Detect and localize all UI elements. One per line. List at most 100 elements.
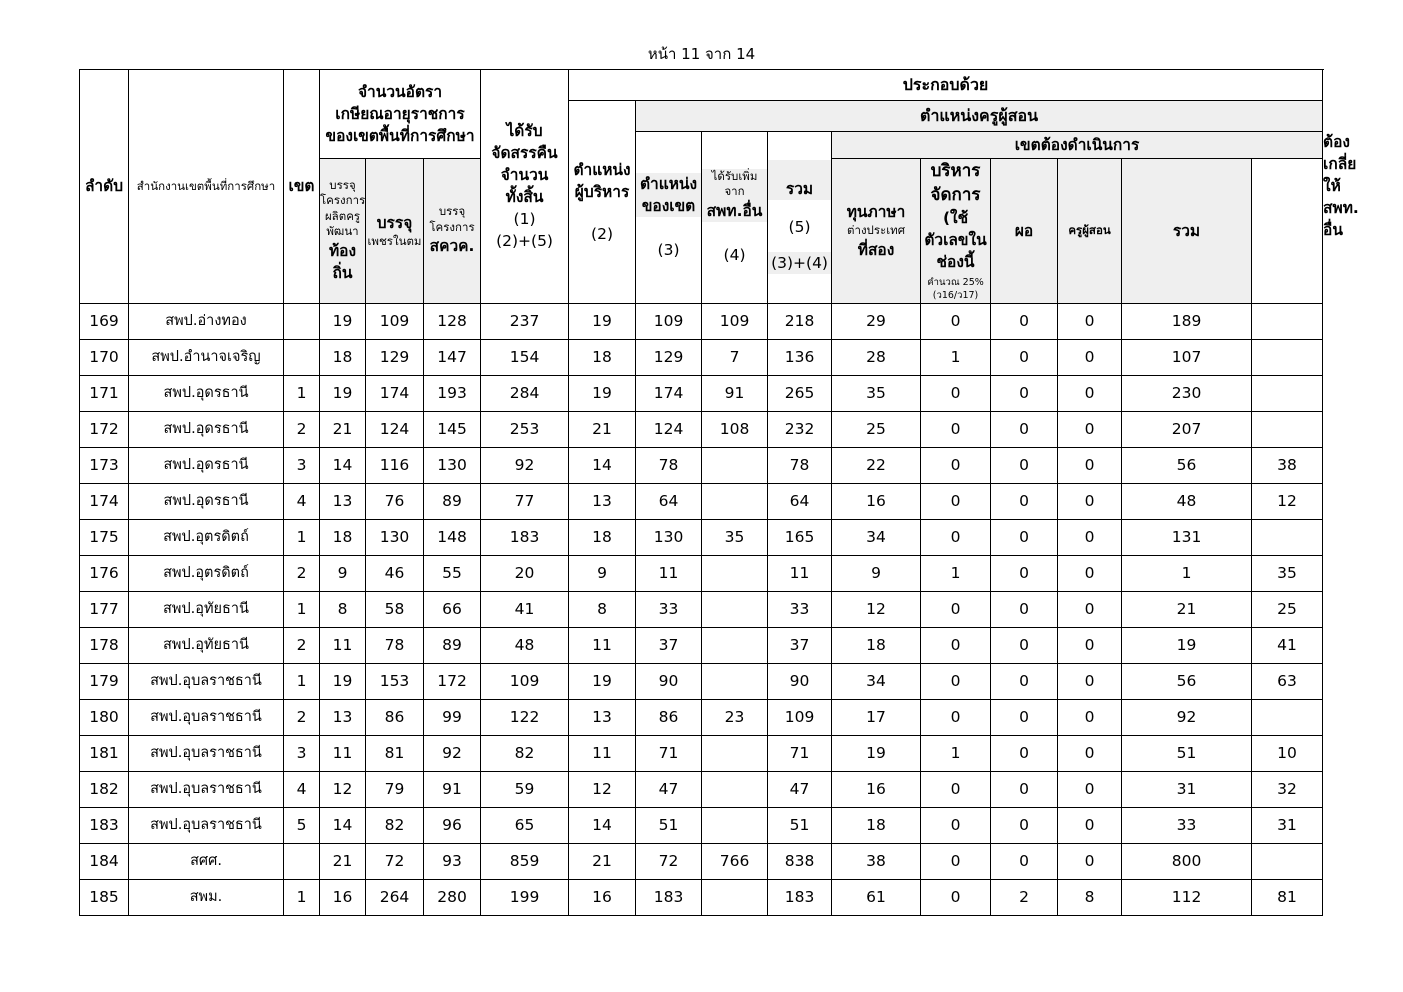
row-ipst: 0 [990,842,1059,880]
header-row-1: ลำดับ สำนักงานเขตพื้นที่การศึกษา เขต จำน… [79,69,1359,304]
header-admin-position: ตำแหน่ง ผู้บริหาร (2) [568,100,637,304]
row-retire-total: 99 [422,698,482,736]
row-retire-teacher: 124 [365,410,424,448]
header-area-must-act: เขตต้องดำเนินการ [831,131,1324,159]
row-own-area: 71 [635,734,703,772]
row-scholarship: 0 [1057,842,1123,880]
row-local-dev: 16 [831,770,922,808]
row-allocation-total: 59 [480,770,570,808]
row-sum-teacher: 218 [767,302,833,340]
row-sum-teacher: 64 [767,482,833,520]
row-admin-position: 13 [568,698,637,736]
row-received-other [701,590,769,628]
row-own-area: 78 [635,446,703,484]
row-retire-director: 21 [319,410,366,448]
row-sum-teacher: 232 [767,410,833,448]
row-admin-position: 9 [568,554,637,592]
row-sum-teacher: 90 [767,662,833,700]
row-scholarship: 0 [1057,626,1123,664]
row-seq: 178 [79,626,129,664]
row-transfer-other: 10 [1251,734,1324,772]
row-sum-teacher: 183 [767,878,833,916]
row-allocation-total: 82 [480,734,570,772]
row-office-name: สพป.อุบลราชธานี [128,698,284,736]
row-transfer-other: 12 [1251,482,1324,520]
row-admin-position: 18 [568,518,637,556]
table-body: 169 สพป.อ่างทอง 19 109 128 237 19 109 109 218 29 0 0… [79,302,1324,916]
row-local-dev: 19 [831,734,922,772]
row-seq: 174 [79,482,129,520]
row-received-other: 109 [701,302,769,340]
row-area: 4 [283,770,320,808]
row-management: 112 [1121,878,1253,916]
row-area: 3 [283,446,320,484]
row-allocation-total: 122 [480,698,570,736]
row-management: 56 [1121,446,1253,484]
row-scholarship: 0 [1057,734,1123,772]
row-received-other [701,662,769,700]
row-retire-director: 18 [319,518,366,556]
row-area: 1 [283,878,320,916]
row-local-dev: 28 [831,338,922,376]
row-transfer-other [1251,410,1324,448]
row-admin-position: 11 [568,734,637,772]
row-diamond: 0 [920,482,992,520]
row-retire-director: 19 [319,374,366,412]
header-diamond-program: บรรจุ เพชรในตม [365,158,424,304]
row-seq: 183 [79,806,129,844]
row-area: 1 [283,662,320,700]
row-transfer-other: 41 [1251,626,1324,664]
row-local-dev: 35 [831,374,922,412]
row-office-name: สพป.อุบลราชธานี [128,770,284,808]
allocation-table: ลำดับ สำนักงานเขตพื้นที่การศึกษา เขต จำน… [79,69,1359,916]
row-received-other: 91 [701,374,769,412]
row-scholarship: 0 [1057,518,1123,556]
header-own-area: ตำแหน่ง ของเขต (3) [635,131,703,304]
row-diamond: 0 [920,518,992,556]
row-retire-director: 9 [319,554,366,592]
row-transfer-other [1251,698,1324,736]
table-row: 169 สพป.อ่างทอง 19 109 128 237 19 109 109 218 29 0 0… [79,302,1324,340]
row-ipst: 0 [990,410,1059,448]
row-scholarship: 0 [1057,338,1123,376]
row-retire-teacher: 79 [365,770,424,808]
row-received-other: 7 [701,338,769,376]
row-allocation-total: 92 [480,446,570,484]
row-scholarship: 0 [1057,590,1123,628]
table-row: 182 สพป.อุบลราชธานี 4 12 79 91 59 12 47 47 16 0 0 0 31… [79,770,1324,808]
header-row-2: ตำแหน่ง ผู้บริหาร (2) ตำแหน่งครูผู้สอน [80,100,1324,304]
header-teacher-positions-group: ตำแหน่งครูผู้สอน [635,100,1324,132]
row-admin-position: 8 [568,590,637,628]
row-diamond: 0 [920,626,992,664]
row-received-other: 35 [701,518,769,556]
row-retire-teacher: 129 [365,338,424,376]
row-sum-teacher: 51 [767,806,833,844]
header-retire-director: ผอ [990,158,1059,304]
row-transfer-other: 31 [1251,806,1324,844]
table-row: 181 สพป.อุบลราชธานี 3 11 81 92 82 11 71 71 19 1 0 0 51… [79,734,1324,772]
row-ipst: 0 [990,374,1059,412]
row-allocation-total: 237 [480,302,570,340]
row-seq: 181 [79,734,129,772]
row-sum-teacher: 109 [767,698,833,736]
header-retire-total: รวม [1121,158,1253,304]
row-retire-total: 92 [422,734,482,772]
row-received-other [701,554,769,592]
row-sum-teacher: 265 [767,374,833,412]
row-retire-director: 11 [319,626,366,664]
row-sum-teacher: 838 [767,842,833,880]
row-seq: 182 [79,770,129,808]
row-retire-total: 66 [422,590,482,628]
row-retire-teacher: 130 [365,518,424,556]
row-management: 107 [1121,338,1253,376]
header-sum-teacher: รวม (5) (3)+(4) [767,131,833,304]
row-area: 2 [283,554,320,592]
row-own-area: 11 [635,554,703,592]
row-scholarship: 8 [1057,878,1123,916]
row-received-other [701,446,769,484]
row-sum-teacher: 47 [767,770,833,808]
row-scholarship: 0 [1057,446,1123,484]
header-second-language-scholarship: ทุนภาษา ต่างประเทศ ที่สอง [831,158,922,304]
row-retire-total: 280 [422,878,482,916]
